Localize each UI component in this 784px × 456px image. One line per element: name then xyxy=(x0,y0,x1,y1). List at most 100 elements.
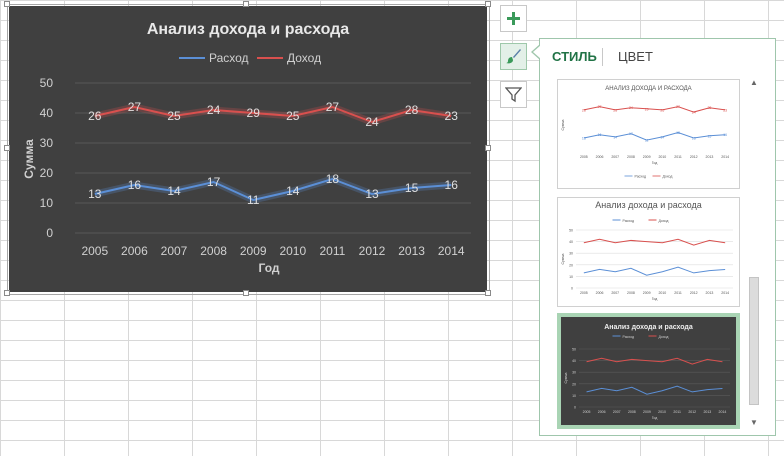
chart-elements-button[interactable] xyxy=(500,5,527,32)
thumb-x-tick: 2013 xyxy=(703,410,711,414)
thumb-x-tick: 2007 xyxy=(611,291,619,295)
thumb-y-tick: 0 xyxy=(571,287,573,291)
chart-legend[interactable]: Расход Доход xyxy=(179,51,321,65)
thumb-y-title: Сумма xyxy=(561,119,565,130)
series-line-1 xyxy=(94,105,452,124)
y-tick-label: 10 xyxy=(40,196,54,210)
scroll-down-icon[interactable]: ▼ xyxy=(750,418,758,427)
thumb-x-tick: 2010 xyxy=(658,155,666,159)
data-label: 25 xyxy=(286,109,300,123)
chart-title[interactable]: Анализ дохода и расхода xyxy=(147,21,349,38)
series-line-0 xyxy=(94,177,452,202)
thumb-y-tick: 50 xyxy=(569,229,573,233)
resize-handle-bottom[interactable] xyxy=(243,290,249,296)
filter-icon xyxy=(505,87,522,103)
chart-area[interactable]: Анализ дохода и расхода Расход Доход 0 10 2… xyxy=(9,6,487,292)
thumb-x-tick: 2009 xyxy=(643,291,651,295)
thumb-x-tick: 2005 xyxy=(583,410,591,414)
thumb-x-tick: 2006 xyxy=(598,410,606,414)
thumb-x-tick: 2012 xyxy=(690,155,698,159)
thumb-legend-label: Доход xyxy=(659,219,669,223)
thumb-data-label: 23 xyxy=(723,108,727,112)
x-tick-label: 2008 xyxy=(200,244,227,258)
panel-scrollbar[interactable]: ▲ ▼ xyxy=(748,77,760,429)
chart-style-panel[interactable]: СТИЛЬ ЦВЕТ АНАЛИЗ ДОХОДА И РАСХОДА Расход… xyxy=(539,38,776,436)
data-label: 13 xyxy=(365,187,379,201)
thumb-x-title: Год xyxy=(652,297,658,301)
thumb-x-title: Год xyxy=(652,161,658,165)
x-axis[interactable]: 2005 2006 2007 2008 2009 2010 2011 2012 2013 2014 xyxy=(81,244,464,258)
scrollbar-thumb[interactable] xyxy=(749,277,759,405)
y-axis[interactable]: 0 10 20 30 40 50 xyxy=(40,76,54,240)
resize-handle-top[interactable] xyxy=(243,1,249,7)
thumb-series-line xyxy=(583,132,726,141)
thumb-data-label: 27 xyxy=(598,105,602,109)
chart-series[interactable]: 13 16 14 17 11 14 18 13 15 16 26 27 25 24 29 25 27 24 28 23 xyxy=(88,100,458,207)
data-label: 24 xyxy=(207,103,221,117)
data-label: 16 xyxy=(445,178,459,192)
x-tick-label: 2009 xyxy=(240,244,267,258)
thumb-legend-label: Доход xyxy=(659,335,669,339)
thumb-legend-label: Расход xyxy=(635,175,647,179)
thumbnail-chart-2: Анализ дохода и расхода Расход Доход 50 40 30… xyxy=(561,200,733,301)
thumb-x-tick: 2008 xyxy=(627,291,635,295)
resize-handle-top-right[interactable] xyxy=(485,1,491,7)
data-label: 15 xyxy=(405,181,419,195)
thumb-x-tick: 2005 xyxy=(580,291,588,295)
thumb-y-tick: 30 xyxy=(569,252,573,256)
legend-label: Доход xyxy=(287,51,321,65)
data-label: 23 xyxy=(445,109,459,123)
thumb-data-label: 13 xyxy=(692,136,696,140)
style-thumbnail-3[interactable]: Анализ дохода и расхода Расход Доход 50 40 30… xyxy=(557,313,740,429)
y-tick-label: 0 xyxy=(46,226,53,240)
thumb-y-tick: 20 xyxy=(569,263,573,267)
thumb-x-tick: 2009 xyxy=(643,410,651,414)
thumb-data-label: 29 xyxy=(645,107,649,111)
thumbnail-chart-1: АНАЛИЗ ДОХОДА И РАСХОДА Расход Доход 2005 20… xyxy=(561,86,729,179)
x-tick-label: 2006 xyxy=(121,244,148,258)
data-label: 14 xyxy=(167,184,181,198)
resize-handle-right[interactable] xyxy=(485,145,491,151)
chart-styles-button[interactable] xyxy=(500,43,527,70)
resize-handle-bottom-right[interactable] xyxy=(485,290,491,296)
data-label: 27 xyxy=(326,100,340,114)
thumb-legend-label: Расход xyxy=(623,335,635,339)
thumb-data-label: 14 xyxy=(613,135,617,139)
thumb-x-tick: 2014 xyxy=(719,410,727,414)
thumb-x-title: Год xyxy=(652,416,658,420)
thumb-title: Анализ дохода и расхода xyxy=(604,324,693,331)
main-line-chart[interactable]: Анализ дохода и расхода Расход Доход 0 10 2… xyxy=(9,6,487,292)
data-label: 13 xyxy=(88,187,102,201)
resize-handle-left[interactable] xyxy=(4,145,10,151)
thumb-data-label: 26 xyxy=(582,108,586,112)
tab-style[interactable]: СТИЛЬ xyxy=(552,49,597,64)
scroll-up-icon[interactable]: ▲ xyxy=(750,78,758,87)
x-tick-label: 2014 xyxy=(438,244,465,258)
style-thumbnail-2[interactable]: Анализ дохода и расхода Расход Доход 50 40 30… xyxy=(557,197,740,307)
thumb-x-tick: 2010 xyxy=(658,291,666,295)
thumb-data-label: 28 xyxy=(707,106,711,110)
style-thumbnail-1[interactable]: АНАЛИЗ ДОХОДА И РАСХОДА Расход Доход 2005 20… xyxy=(557,79,740,189)
thumb-data-label: 13 xyxy=(582,136,586,140)
thumb-y-title: Сумма xyxy=(564,372,568,383)
thumb-data-label: 17 xyxy=(629,132,633,136)
chart-filters-button[interactable] xyxy=(500,81,527,108)
y-tick-label: 40 xyxy=(40,106,54,120)
thumb-data-label: 25 xyxy=(660,108,664,112)
x-axis-title[interactable]: Год xyxy=(259,261,280,275)
thumb-title: Анализ дохода и расхода xyxy=(595,200,702,210)
thumb-x-tick: 2005 xyxy=(580,155,588,159)
thumb-x-tick: 2007 xyxy=(613,410,621,414)
y-axis-title[interactable]: Сумма xyxy=(22,139,36,179)
resize-handle-top-left[interactable] xyxy=(4,1,10,7)
thumb-data-label: 15 xyxy=(707,134,711,138)
thumb-x-tick: 2013 xyxy=(706,291,714,295)
data-label: 26 xyxy=(88,109,102,123)
tab-color[interactable]: ЦВЕТ xyxy=(618,49,653,64)
data-label: 14 xyxy=(286,184,300,198)
x-tick-label: 2005 xyxy=(81,244,108,258)
thumb-x-tick: 2009 xyxy=(643,155,651,159)
thumb-x-tick: 2008 xyxy=(628,410,636,414)
resize-handle-bottom-left[interactable] xyxy=(4,290,10,296)
thumb-x-tick: 2010 xyxy=(658,410,666,414)
